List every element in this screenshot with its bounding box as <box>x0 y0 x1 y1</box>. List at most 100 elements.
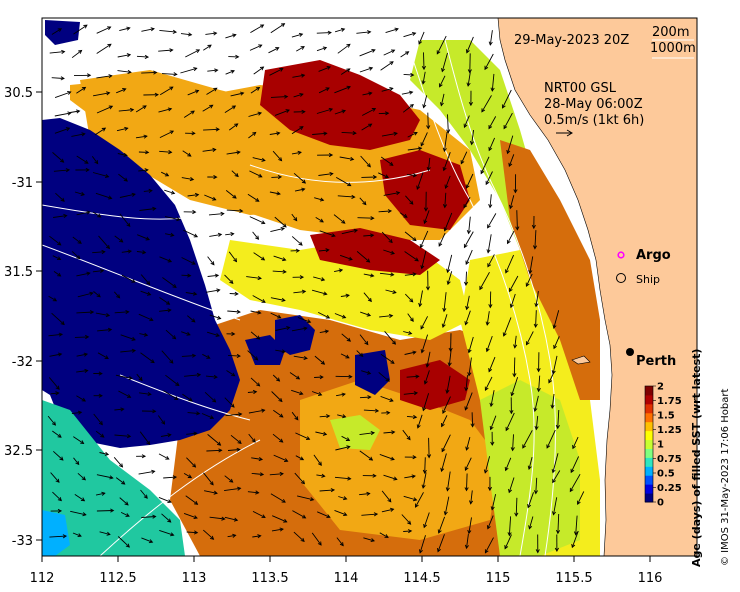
current-arrow <box>485 171 493 185</box>
current-arrow-head <box>464 487 469 492</box>
current-arrow <box>53 271 61 277</box>
current-arrow-head <box>528 525 533 530</box>
current-arrow <box>417 414 423 428</box>
current-arrow <box>448 350 452 366</box>
current-arrow-head <box>148 539 154 544</box>
current-arrow-head <box>413 391 419 396</box>
current-arrow <box>71 251 81 260</box>
current-arrow <box>247 491 259 494</box>
current-arrow-head <box>387 209 393 214</box>
current-arrow-head <box>346 445 351 450</box>
current-arrow <box>468 357 472 376</box>
current-arrow-head <box>421 484 426 489</box>
current-arrow-head <box>463 123 468 129</box>
current-arrow <box>553 310 560 329</box>
current-arrow-head <box>230 231 235 237</box>
current-arrow <box>71 133 85 137</box>
current-arrow <box>114 311 129 314</box>
current-arrow <box>225 233 234 236</box>
current-arrow-head <box>148 188 153 193</box>
current-arrow-head <box>488 125 493 130</box>
current-arrow-head <box>389 162 394 166</box>
x-tick-label: 112.5 <box>99 571 136 586</box>
current-arrow <box>334 476 351 480</box>
current-arrow-head <box>366 370 372 375</box>
sst-cyan-southwest-blob <box>42 510 70 556</box>
current-arrow-head <box>412 272 417 277</box>
current-arrow <box>206 87 218 95</box>
current-arrow-head <box>403 213 408 218</box>
current-arrow <box>70 110 80 113</box>
current-arrow-head <box>169 359 174 364</box>
current-arrow <box>407 147 422 151</box>
current-arrow <box>202 353 211 359</box>
current-arrow-head <box>261 408 266 413</box>
y-tick-31-5: 31.5 <box>4 265 42 280</box>
current-arrow <box>466 36 474 53</box>
current-arrow-head <box>80 497 86 502</box>
current-arrow <box>120 334 136 341</box>
current-arrow <box>404 475 416 479</box>
current-arrow <box>334 86 351 94</box>
current-arrow-head <box>209 415 215 420</box>
current-arrow <box>487 213 497 229</box>
current-arrow-head <box>527 465 532 471</box>
current-arrow <box>444 212 453 231</box>
current-arrow-head <box>257 534 262 539</box>
current-arrow <box>181 177 194 181</box>
current-arrow-head <box>51 421 57 426</box>
current-arrow-head <box>152 409 157 414</box>
current-arrow <box>159 150 172 153</box>
current-arrow-head <box>145 236 150 241</box>
current-arrow <box>491 73 495 91</box>
current-arrow <box>441 453 447 472</box>
current-product-label: NRT00 GSL <box>544 81 617 96</box>
current-arrow <box>141 516 156 518</box>
current-arrow-head <box>299 456 305 461</box>
current-arrow <box>363 292 372 302</box>
current-arrow <box>316 32 332 34</box>
current-arrow-head <box>55 385 60 390</box>
current-arrow <box>227 354 241 357</box>
current-arrow-head <box>172 475 178 480</box>
current-arrow <box>426 351 431 367</box>
current-arrow <box>205 289 220 293</box>
current-arrow-head <box>467 372 472 377</box>
current-arrow-head <box>298 32 304 37</box>
current-arrow <box>422 393 430 411</box>
current-arrow <box>76 272 90 277</box>
current-arrow-head <box>528 269 533 275</box>
current-arrow-head <box>486 525 491 530</box>
current-arrow-head <box>57 497 62 502</box>
current-arrow <box>54 112 71 117</box>
current-arrow <box>74 494 85 502</box>
current-arrow <box>503 112 513 129</box>
current-arrow-head <box>325 314 331 319</box>
current-arrow <box>293 172 306 184</box>
current-scale-label: 0.5m/s (1kt 6h) <box>544 113 644 128</box>
current-arrow <box>247 391 257 393</box>
current-arrow <box>420 230 429 248</box>
current-arrow-head <box>191 260 196 265</box>
current-arrow-head <box>215 127 220 132</box>
current-arrow <box>117 54 131 58</box>
current-arrow-head <box>405 51 410 56</box>
current-arrow <box>273 409 284 418</box>
current-arrow <box>270 312 281 319</box>
current-arrow <box>227 310 241 313</box>
current-arrow <box>505 254 515 273</box>
current-arrow-head <box>142 250 147 255</box>
ship-legend: Ship <box>616 273 660 286</box>
current-arrow-head <box>67 111 72 116</box>
current-arrow-head <box>487 486 492 492</box>
current-arrow-head <box>212 147 217 152</box>
current-arrow-head <box>534 302 539 308</box>
current-arrow-head <box>125 513 130 517</box>
current-arrow-head <box>191 318 196 323</box>
current-arrow <box>337 414 346 418</box>
current-arrow <box>468 336 474 353</box>
current-arrow <box>272 150 282 162</box>
current-arrow <box>159 256 172 263</box>
current-arrow <box>138 169 148 172</box>
current-arrow <box>203 44 212 51</box>
